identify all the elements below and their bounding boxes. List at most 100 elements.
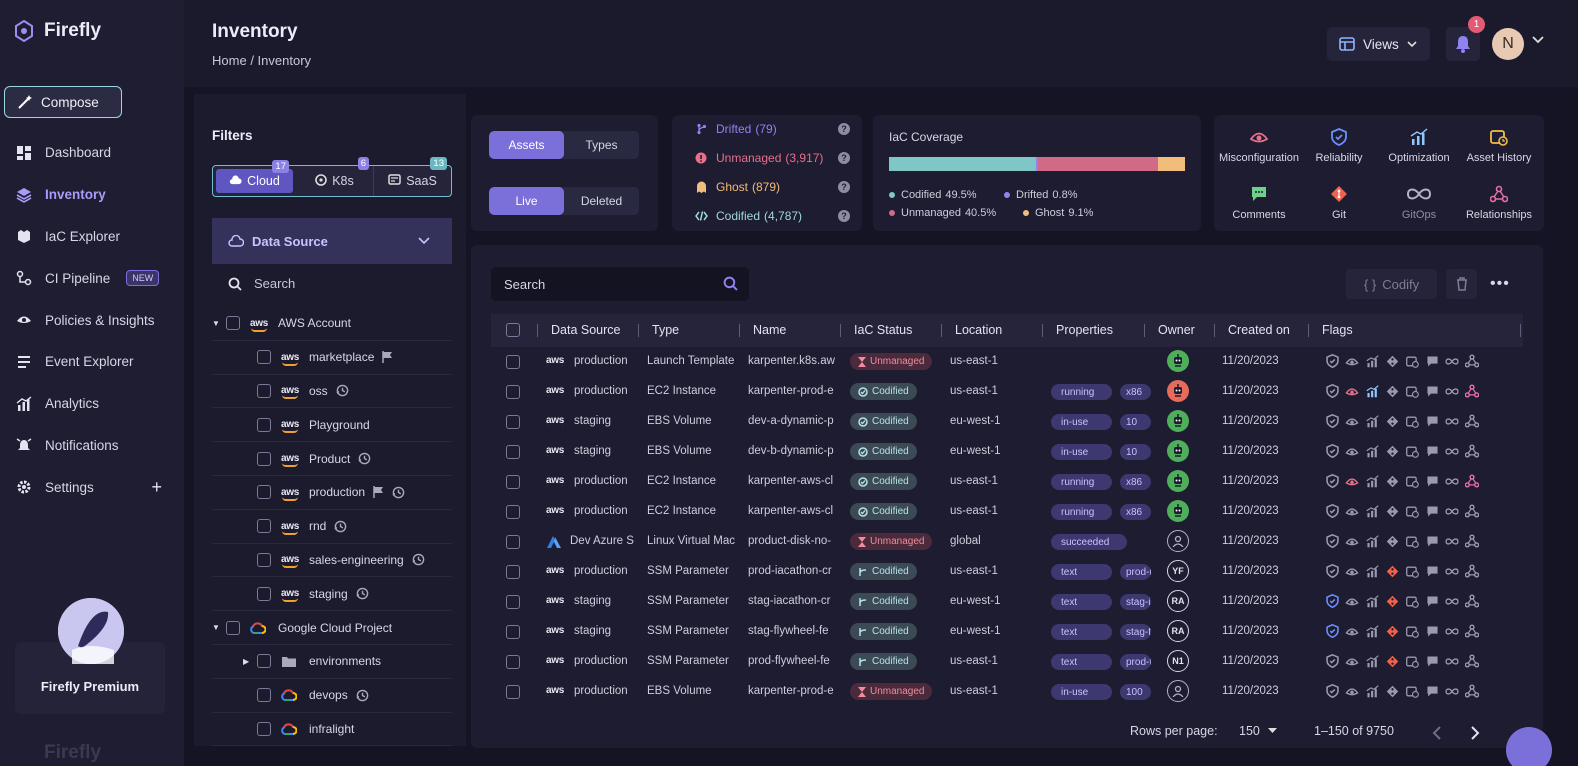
history-flag-icon[interactable] (1405, 684, 1419, 698)
misconfiguration-flag-icon[interactable] (1345, 474, 1359, 488)
data-source-tree-item[interactable]: ▼ aws AWS Account (212, 307, 452, 341)
owner-avatar[interactable] (1167, 410, 1189, 432)
feature-comments[interactable]: Comments (1219, 184, 1299, 221)
select-all-checkbox[interactable] (506, 323, 520, 337)
misconfiguration-flag-icon[interactable] (1345, 354, 1359, 368)
data-source-tree-item[interactable]: aws rnd (212, 510, 452, 544)
shield-flag-icon[interactable] (1325, 534, 1339, 548)
cell-name[interactable]: prod-iacathon-cr (748, 565, 832, 577)
tree-checkbox[interactable] (257, 519, 271, 534)
table-row[interactable]: aws staging EBS Volume dev-a-dynamic-p Codif… (491, 407, 1523, 437)
gitops-flag-icon[interactable] (1445, 564, 1459, 578)
history-flag-icon[interactable] (1405, 534, 1419, 548)
sidebar-item-event-explorer[interactable]: Event Explorer (0, 341, 184, 383)
relationships-flag-icon[interactable] (1465, 624, 1479, 638)
sidebar-item-inventory[interactable]: Inventory (0, 174, 184, 216)
gitops-flag-icon[interactable] (1445, 444, 1459, 458)
optimization-flag-icon[interactable] (1365, 684, 1379, 698)
comment-flag-icon[interactable] (1425, 684, 1439, 698)
comment-flag-icon[interactable] (1425, 474, 1439, 488)
optimization-flag-icon[interactable] (1365, 384, 1379, 398)
column-header-flags[interactable]: Flags (1322, 323, 1353, 337)
delete-button[interactable] (1446, 269, 1477, 299)
git-flag-icon[interactable] (1385, 594, 1399, 608)
comment-flag-icon[interactable] (1425, 504, 1439, 518)
table-search-input[interactable]: Search (504, 276, 546, 292)
assets-toggle[interactable]: Assets (489, 131, 564, 159)
comment-flag-icon[interactable] (1425, 414, 1439, 428)
help-icon[interactable]: ? (838, 181, 850, 193)
history-flag-icon[interactable] (1405, 564, 1419, 578)
gitops-flag-icon[interactable] (1445, 414, 1459, 428)
git-flag-icon[interactable] (1385, 354, 1399, 368)
table-row[interactable]: Dev Azure S Linux Virtual Mac product-disk… (491, 527, 1523, 557)
relationships-flag-icon[interactable] (1465, 684, 1479, 698)
tree-checkbox[interactable] (226, 620, 240, 635)
sidebar-item-dashboard[interactable]: Dashboard (0, 132, 184, 174)
tree-checkbox[interactable] (257, 721, 271, 736)
table-row[interactable]: aws production EBS Volume karpenter-prod-e U… (491, 677, 1523, 707)
status-filter-codified[interactable]: Codified (4,787)? (694, 209, 850, 223)
optimization-flag-icon[interactable] (1365, 444, 1379, 458)
shield-flag-icon[interactable] (1325, 624, 1339, 638)
premium-card[interactable]: Firefly Premium (15, 642, 165, 714)
column-header-owner[interactable]: Owner (1158, 323, 1195, 337)
feature-optimization[interactable]: Optimization (1379, 127, 1459, 164)
coverage-segment-drifted[interactable] (1035, 157, 1039, 171)
cell-name[interactable]: karpenter-prod-e (748, 685, 834, 697)
comment-flag-icon[interactable] (1425, 444, 1439, 458)
tree-checkbox[interactable] (257, 383, 271, 398)
expand-caret-icon[interactable]: ▼ (212, 623, 220, 633)
tree-checkbox[interactable] (257, 586, 271, 601)
owner-avatar[interactable] (1167, 500, 1189, 522)
misconfiguration-flag-icon[interactable] (1345, 654, 1359, 668)
coverage-segment-unmanaged[interactable] (1038, 157, 1158, 171)
gitops-flag-icon[interactable] (1445, 594, 1459, 608)
optimization-flag-icon[interactable] (1365, 564, 1379, 578)
gitops-flag-icon[interactable] (1445, 534, 1459, 548)
chat-button[interactable] (1506, 727, 1552, 766)
data-source-search-input[interactable]: Search (254, 276, 296, 291)
optimization-flag-icon[interactable] (1365, 354, 1379, 368)
history-flag-icon[interactable] (1405, 414, 1419, 428)
history-flag-icon[interactable] (1405, 654, 1419, 668)
collapse-caret-icon[interactable]: ▶ (243, 656, 250, 666)
git-flag-icon[interactable] (1385, 474, 1399, 488)
owner-avatar[interactable] (1167, 470, 1189, 492)
row-checkbox[interactable] (506, 385, 520, 399)
optimization-flag-icon[interactable] (1365, 474, 1379, 488)
column-header-data-source[interactable]: Data Source (551, 323, 621, 337)
column-header-iac-status[interactable]: IaC Status (854, 323, 913, 337)
misconfiguration-flag-icon[interactable] (1345, 684, 1359, 698)
sidebar-item-settings[interactable]: Settings + (0, 466, 184, 508)
table-row[interactable]: aws production SSM Parameter prod-iacathon-… (491, 557, 1523, 587)
prev-page-icon[interactable] (1432, 726, 1442, 740)
row-checkbox[interactable] (506, 415, 520, 429)
row-checkbox[interactable] (506, 685, 520, 699)
comment-flag-icon[interactable] (1425, 564, 1439, 578)
data-source-tree-item[interactable]: aws sales-engineering (212, 544, 452, 578)
data-source-tree-item[interactable]: aws oss (212, 375, 452, 409)
relationships-flag-icon[interactable] (1465, 444, 1479, 458)
sidebar-item-ci-pipeline[interactable]: CI Pipeline NEW (0, 257, 184, 299)
cell-name[interactable]: dev-a-dynamic-p (748, 415, 834, 427)
sidebar-item-policies-insights[interactable]: Policies & Insights (0, 299, 184, 341)
gitops-flag-icon[interactable] (1445, 384, 1459, 398)
data-source-tree-item[interactable]: aws Playground (212, 408, 452, 443)
table-row[interactable]: aws staging SSM Parameter stag-iacathon-cr C… (491, 587, 1523, 617)
table-row[interactable]: aws staging SSM Parameter stag-flywheel-fe C… (491, 617, 1523, 647)
table-row[interactable]: aws production SSM Parameter prod-flywheel-… (491, 647, 1523, 677)
table-row[interactable]: aws production EC2 Instance karpenter-aws-c… (491, 497, 1523, 527)
gitops-flag-icon[interactable] (1445, 354, 1459, 368)
owner-avatar[interactable] (1167, 680, 1189, 702)
comment-flag-icon[interactable] (1425, 354, 1439, 368)
git-flag-icon[interactable] (1385, 684, 1399, 698)
coverage-segment-ghost[interactable] (1158, 157, 1185, 171)
data-source-tree-item[interactable]: devops (212, 679, 452, 713)
coverage-segment-codified[interactable] (889, 157, 1036, 171)
data-source-tree-item[interactable]: infralight (212, 713, 452, 747)
feature-reliability[interactable]: Reliability (1299, 127, 1379, 164)
row-checkbox[interactable] (506, 565, 520, 579)
data-source-tree-item[interactable]: aws marketplace (212, 341, 452, 375)
owner-avatar[interactable] (1167, 350, 1189, 372)
